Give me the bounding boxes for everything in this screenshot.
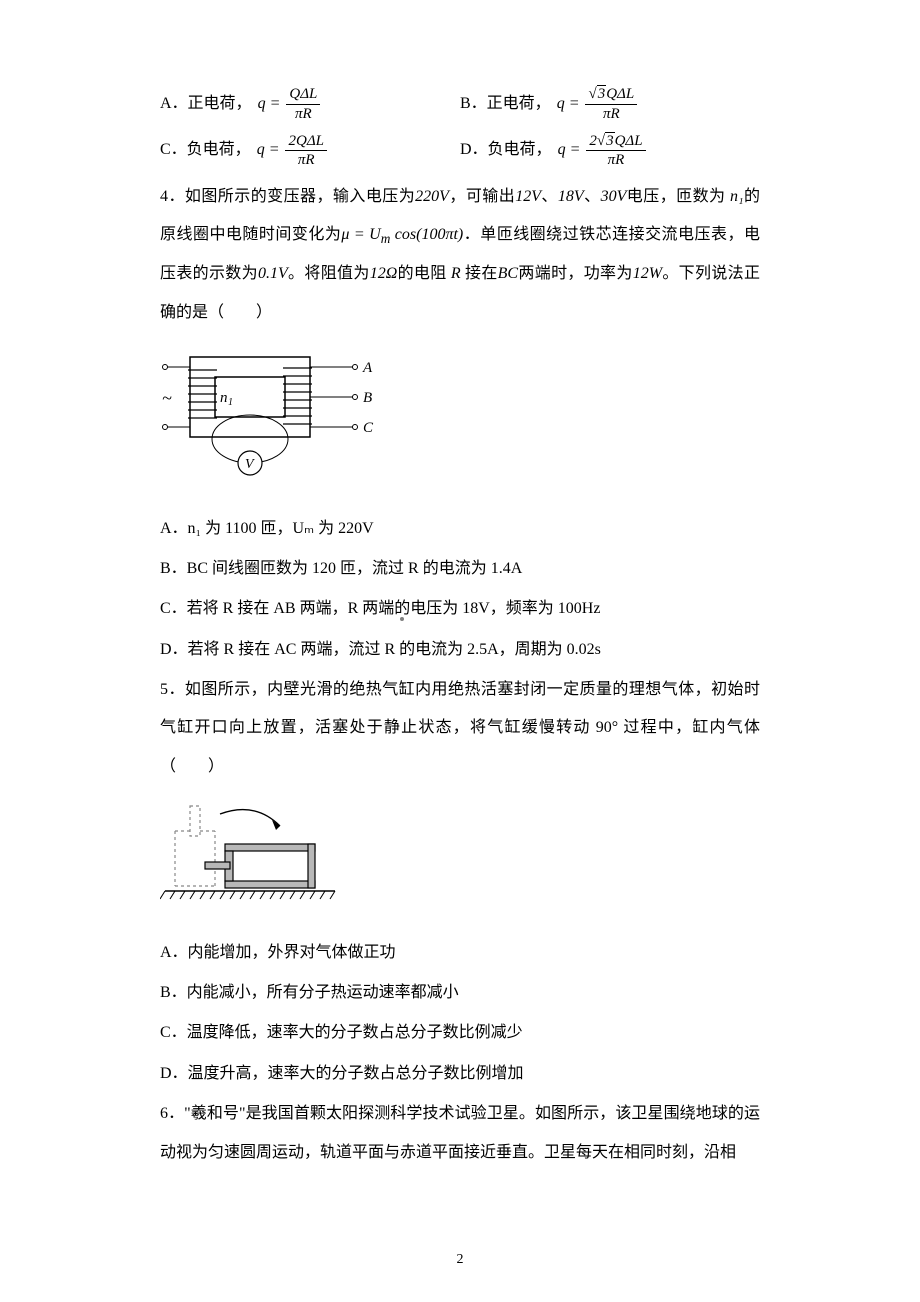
svg-text:~: ~	[162, 388, 172, 408]
q3-opt-row-ab: A．正电荷， q = QΔL πR B．正电荷， q = 3QΔL πR	[160, 85, 760, 123]
q4-figure: ~ n1	[160, 342, 760, 497]
q4-opt-a: A．n₁ 为 1100 匝，Uₘ 为 220V	[160, 510, 760, 548]
q3-d-frac: 23QΔL πR	[586, 133, 645, 169]
q3-c-formula: q =	[257, 131, 284, 169]
q3-opt-b: B．正电荷， q = 3QΔL πR	[460, 85, 639, 123]
q4-mu-eq: μ = Um cos(100πt)	[341, 226, 463, 243]
svg-text:n: n	[220, 390, 228, 406]
q3-opt-c-label: C．负电荷，	[160, 131, 251, 169]
q3-opt-row-cd: C．负电荷， q = 2QΔL πR D．负电荷， q = 23QΔL πR	[160, 131, 760, 169]
svg-text:V: V	[245, 457, 255, 472]
svg-text:A: A	[362, 360, 373, 376]
q6-stem: 6．"羲和号"是我国首颗太阳探测科学技术试验卫星。如图所示，该卫星围绕地球的运动…	[160, 1095, 760, 1172]
q3-opt-c: C．负电荷， q = 2QΔL πR	[160, 131, 460, 169]
q4-opt-b: B．BC 间线圈匝数为 120 匝，流过 R 的电流为 1.4A	[160, 550, 760, 588]
q5-opt-c: C．温度降低，速率大的分子数占总分子数比例减少	[160, 1014, 760, 1052]
transformer-svg: ~ n1	[160, 342, 380, 482]
q3-opt-a-label: A．正电荷，	[160, 85, 252, 123]
q3-opt-b-label: B．正电荷，	[460, 85, 551, 123]
q5-opt-d: D．温度升高，速率大的分子数占总分子数比例增加	[160, 1055, 760, 1093]
q5-stem: 5．如图所示，内壁光滑的绝热气缸内用绝热活塞封闭一定质量的理想气体，初始时气缸开…	[160, 671, 760, 786]
page-container: A．正电荷， q = QΔL πR B．正电荷， q = 3QΔL πR C．负…	[0, 0, 920, 1302]
q3-c-frac: 2QΔL πR	[285, 133, 326, 169]
q3-b-formula: q =	[557, 85, 584, 123]
page-number: 2	[0, 1243, 920, 1277]
q3-a-frac: QΔL πR	[286, 86, 320, 122]
q5-opt-b: B．内能减小，所有分子热运动速率都减小	[160, 974, 760, 1012]
svg-text:C: C	[363, 420, 374, 436]
q3-b-frac: 3QΔL πR	[585, 86, 637, 122]
q3-opt-d: D．负电荷， q = 23QΔL πR	[460, 131, 648, 169]
svg-text:B: B	[363, 390, 372, 406]
cylinder-svg	[160, 796, 340, 906]
q4-opt-d: D．若将 R 接在 AC 两端，流过 R 的电流为 2.5A，周期为 0.02s	[160, 631, 760, 669]
q3-a-formula: q =	[258, 85, 285, 123]
q3-d-formula: q =	[558, 131, 585, 169]
q4-stem: 4．如图所示的变压器，输入电压为220V，可输出12V、18V、30V电压，匝数…	[160, 178, 760, 332]
q3-opt-a: A．正电荷， q = QΔL πR	[160, 85, 460, 123]
artifact-dot-icon	[400, 617, 404, 621]
q5-opt-a: A．内能增加，外界对气体做正功	[160, 934, 760, 972]
q4-opt-c: C．若将 R 接在 AB 两端，R 两端的电压为 18V，频率为 100Hz	[160, 590, 760, 628]
q5-figure	[160, 796, 760, 921]
q3-opt-d-label: D．负电荷，	[460, 131, 552, 169]
svg-text:1: 1	[228, 397, 233, 408]
